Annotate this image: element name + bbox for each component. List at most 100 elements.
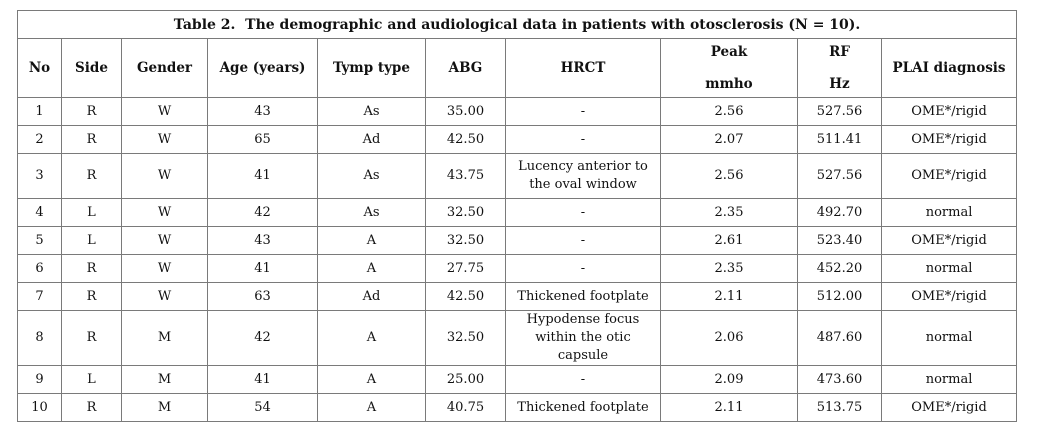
cell-peak: 2.11 xyxy=(660,282,798,311)
cell-tymp: A xyxy=(317,226,426,255)
table-row: 2 R W 65 Ad 42.50-2.07 511.41 OME*/rigid xyxy=(17,125,1018,154)
cell-side: L xyxy=(61,198,122,227)
cell-plai: OME*/rigid xyxy=(880,97,1018,126)
table-row: 1 R W 43 As 35.00-2.56 527.56 OME*/rigid xyxy=(17,97,1018,126)
cell-gender: W xyxy=(121,254,208,283)
cell-gender: M xyxy=(121,365,208,394)
cell-no: 9 xyxy=(17,365,62,394)
cell-side: L xyxy=(61,365,122,394)
cell-age: 42 xyxy=(207,198,318,227)
cell-plai: OME*/rigid xyxy=(880,153,1018,199)
cell-gender: W xyxy=(121,153,208,199)
col-header-abg: ABG xyxy=(425,38,506,98)
cell-no: 5 xyxy=(17,226,62,255)
cell-gender: M xyxy=(121,310,208,366)
cell-no: 2 xyxy=(17,125,62,154)
cell-abg: 40.75 xyxy=(425,393,506,422)
cell-no: 7 xyxy=(17,282,62,311)
cell-rf: 511.41 xyxy=(797,125,882,154)
cell-hrct-line2: within the otic capsule xyxy=(535,330,631,363)
cell-no: 4 xyxy=(17,198,62,227)
cell-abg: 35.00 xyxy=(425,97,506,126)
col-header-plai: PLAI diagnosis xyxy=(880,38,1018,98)
cell-tymp: As xyxy=(317,97,426,126)
cell-peak: 2.07 xyxy=(660,125,798,154)
cell-age: 54 xyxy=(207,393,318,422)
col-header-peak: Peak mmho xyxy=(660,38,798,98)
cell-tymp: A xyxy=(317,254,426,283)
cell-abg: 27.75 xyxy=(425,254,506,283)
cell-plai: OME*/rigid xyxy=(880,393,1018,422)
cell-plai: normal xyxy=(880,198,1018,227)
caption-row: Table 2. The demographic and audiologica… xyxy=(16,10,1018,39)
col-header-side: Side xyxy=(61,38,122,98)
col-header-peak-label: Peak xyxy=(710,44,748,60)
table-row: 9 L M 41 A 25.00-2.09 473.60 normal xyxy=(17,365,1018,394)
cell-rf: 513.75 xyxy=(797,393,882,422)
cell-side: R xyxy=(61,282,122,311)
cell-tymp: Ad xyxy=(317,282,426,311)
cell-side: R xyxy=(61,153,122,199)
cell-side: R xyxy=(61,310,122,366)
cell-rf: 512.00 xyxy=(797,282,882,311)
header-row: No Side Gender Age (years) Tymp type ABG… xyxy=(17,38,1018,98)
cell-rf: 452.20 xyxy=(797,254,882,283)
data-table: Table 2. The demographic and audiologica… xyxy=(16,10,1018,422)
cell-rf: 473.60 xyxy=(797,365,882,394)
cell-tymp: As xyxy=(317,198,426,227)
cell-tymp: A xyxy=(317,310,426,366)
cell-gender: W xyxy=(121,198,208,227)
cell-hrct: - xyxy=(505,365,661,394)
cell-hrct-line1: Hypodense focus xyxy=(526,312,640,327)
cell-side: L xyxy=(61,226,122,255)
cell-no: 3 xyxy=(17,153,62,199)
cell-hrct: - xyxy=(505,198,661,227)
cell-age: 42 xyxy=(207,310,318,366)
cell-hrct: - xyxy=(505,125,661,154)
cell-hrct-line1: Lucency anterior to xyxy=(518,159,648,174)
cell-no: 8 xyxy=(17,310,62,366)
cell-age: 63 xyxy=(207,282,318,311)
cell-side: R xyxy=(61,125,122,154)
table-row: 5 L W 43 A 32.50-2.61 523.40 OME*/rigid xyxy=(17,226,1018,255)
cell-hrct: Lucency anterior to the oval window xyxy=(505,153,661,199)
cell-abg: 32.50 xyxy=(425,226,506,255)
cell-side: R xyxy=(61,97,122,126)
cell-plai: OME*/rigid xyxy=(880,226,1018,255)
cell-side: R xyxy=(61,254,122,283)
cell-rf: 523.40 xyxy=(797,226,882,255)
cell-abg: 42.50 xyxy=(425,282,506,311)
cell-plai: OME*/rigid xyxy=(880,125,1018,154)
cell-abg: 25.00 xyxy=(425,365,506,394)
cell-hrct: - xyxy=(505,254,661,283)
cell-hrct: Hypodense focus within the otic capsule xyxy=(505,310,661,366)
cell-gender: W xyxy=(121,282,208,311)
col-header-peak-unit: mmho xyxy=(705,76,753,92)
cell-plai: normal xyxy=(880,254,1018,283)
cell-rf: 527.56 xyxy=(797,97,882,126)
cell-abg: 32.50 xyxy=(425,198,506,227)
cell-abg: 32.50 xyxy=(425,310,506,366)
table-row: 3 R W 41 As 43.75 Lucency anterior to the oval … xyxy=(17,153,1018,199)
cell-age: 41 xyxy=(207,254,318,283)
cell-peak: 2.11 xyxy=(660,393,798,422)
cell-no: 10 xyxy=(17,393,62,422)
cell-peak: 2.06 xyxy=(660,310,798,366)
cell-age: 41 xyxy=(207,365,318,394)
table-container: Table 2. The demographic and audiologica… xyxy=(16,10,1018,422)
col-header-gender: Gender xyxy=(121,38,208,98)
cell-plai: normal xyxy=(880,365,1018,394)
cell-tymp: A xyxy=(317,365,426,394)
cell-peak: 2.35 xyxy=(660,254,798,283)
cell-age: 43 xyxy=(207,226,318,255)
col-header-rf-label: RF xyxy=(829,44,850,60)
cell-abg: 42.50 xyxy=(425,125,506,154)
cell-peak: 2.56 xyxy=(660,97,798,126)
col-header-no: No xyxy=(17,38,62,98)
cell-plai: normal xyxy=(880,310,1018,366)
col-header-rf: RF Hz xyxy=(797,38,882,98)
cell-plai: OME*/rigid xyxy=(880,282,1018,311)
table-row: 10 R M 54 A 40.75 Thickened footplate 2.11 513.7… xyxy=(17,393,1018,422)
cell-tymp: Ad xyxy=(317,125,426,154)
cell-age: 43 xyxy=(207,97,318,126)
